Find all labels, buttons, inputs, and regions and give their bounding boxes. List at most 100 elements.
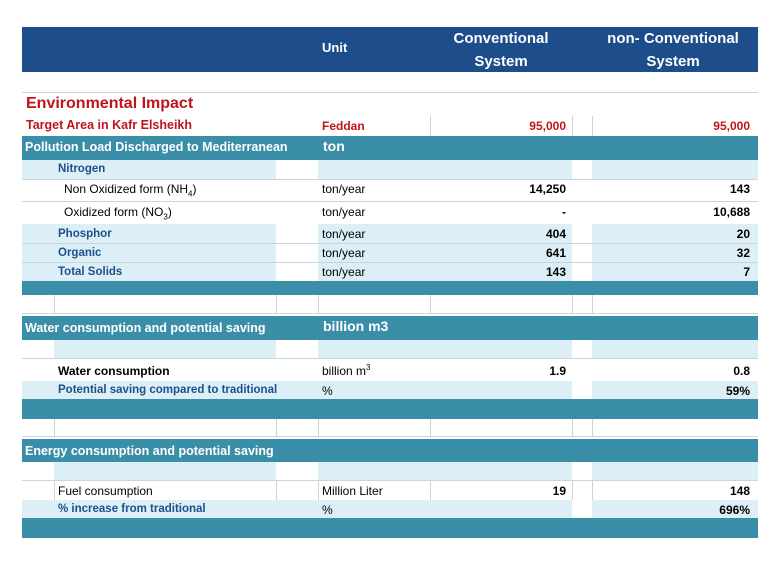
total-solids-conventional: 143 [545, 265, 566, 279]
organic-conventional: 641 [545, 246, 566, 260]
water-section-unit: billion m3 [323, 318, 389, 334]
water-consumption-conventional: 1.9 [549, 364, 566, 378]
fuel-consumption-label: Fuel consumption [58, 484, 153, 498]
divider [430, 295, 431, 313]
cell-blank [572, 500, 592, 518]
phosphor-label: Phosphor [58, 228, 112, 240]
cell-blank [572, 160, 592, 179]
divider [22, 201, 758, 202]
pollution-section-footer [22, 281, 758, 295]
environmental-impact-title: Environmental Impact [26, 95, 194, 112]
divider [592, 480, 593, 500]
nonconventional-header-line2: System [646, 53, 700, 70]
divider [54, 419, 55, 436]
non-oxidized-label: Non Oxidized form (NH4) [64, 182, 197, 199]
divider [572, 116, 573, 136]
divider [276, 295, 277, 313]
conventional-header-line2: System [474, 53, 528, 70]
divider [276, 419, 277, 436]
cell-blank [276, 224, 318, 281]
organic-label: Organic [58, 247, 102, 259]
divider [318, 419, 319, 436]
divider [22, 92, 758, 93]
nonconventional-header-line1: non- Conventional [607, 30, 739, 47]
water-section-title: Water consumption and potential saving [25, 321, 266, 335]
phosphor-unit: ton/year [322, 227, 366, 241]
organic-nonconventional: 32 [736, 246, 750, 260]
cell-blank [22, 340, 54, 358]
cell-blank [572, 340, 592, 358]
divider [592, 295, 593, 313]
increase-nonconventional: 696% [719, 503, 750, 517]
energy-section-title: Energy consumption and potential saving [25, 444, 274, 458]
target-area-unit: Feddan [322, 119, 365, 133]
divider [318, 295, 319, 313]
divider [22, 313, 758, 314]
pollution-section-unit: ton [323, 138, 345, 154]
nitrogen-label: Nitrogen [58, 163, 106, 175]
water-consumption-nonconventional: 0.8 [733, 364, 750, 378]
divider [22, 480, 758, 481]
divider [430, 480, 431, 500]
table-header [22, 27, 758, 72]
pollution-section-title: Pollution Load Discharged to Mediterrane… [25, 140, 288, 154]
divider [22, 262, 758, 263]
divider [318, 480, 319, 500]
water-consumption-label: Water consumption [58, 364, 170, 378]
potential-saving-nonconventional: 59% [725, 384, 750, 398]
fuel-consumption-conventional: 19 [552, 484, 566, 498]
water-spacer-row [22, 340, 758, 358]
fuel-consumption-nonconventional: 148 [729, 484, 750, 498]
cell-blank [572, 224, 592, 281]
cell-blank [276, 340, 318, 358]
energy-section-band [22, 439, 758, 462]
divider [572, 295, 573, 313]
divider [22, 179, 758, 180]
energy-spacer-row [22, 462, 758, 480]
divider [592, 419, 593, 436]
divider [22, 436, 758, 437]
non-oxidized-unit: ton/year [322, 182, 366, 196]
water-consumption-unit: billion m3 [322, 363, 371, 378]
cell-blank [276, 462, 318, 480]
oxidized-label: Oxidized form (NO3) [64, 205, 172, 222]
water-section-band [22, 316, 758, 340]
potential-saving-unit: % [322, 384, 333, 398]
pollution-detail-rows [22, 224, 758, 281]
divider [276, 480, 277, 500]
increase-unit: % [322, 503, 333, 517]
oxidized-unit: ton/year [322, 205, 366, 219]
total-solids-unit: ton/year [322, 265, 366, 279]
divider [22, 358, 758, 359]
fuel-consumption-unit: Million Liter [322, 484, 383, 498]
cell-blank [572, 462, 592, 480]
phosphor-nonconventional: 20 [736, 227, 750, 241]
organic-unit: ton/year [322, 246, 366, 260]
conventional-header-line1: Conventional [453, 30, 549, 47]
nitrogen-row [22, 160, 758, 179]
energy-section-footer [22, 518, 758, 538]
pollution-section-band [22, 136, 758, 160]
potential-saving-label: Potential saving compared to traditional [58, 384, 278, 396]
increase-label: % increase from traditional [58, 503, 206, 515]
divider [430, 116, 431, 136]
total-solids-label: Total Solids [58, 266, 123, 278]
divider [430, 419, 431, 436]
unit-column-header: Unit [322, 40, 348, 55]
nonconventional-column-header: non- Conventional System [592, 27, 754, 73]
divider [22, 243, 758, 244]
divider [572, 480, 573, 500]
divider [54, 295, 55, 313]
conventional-column-header: Conventional System [430, 27, 572, 73]
target-area-label: Target Area in Kafr Elsheikh [26, 118, 193, 132]
cell-blank [572, 381, 592, 399]
target-area-nonconventional: 95,000 [713, 119, 750, 133]
cell-blank [22, 462, 54, 480]
total-solids-nonconventional: 7 [743, 265, 750, 279]
divider [572, 419, 573, 436]
target-area-conventional: 95,000 [529, 119, 566, 133]
water-section-footer [22, 399, 758, 419]
phosphor-conventional: 404 [545, 227, 566, 241]
divider [54, 480, 55, 500]
cell-blank [276, 160, 318, 179]
